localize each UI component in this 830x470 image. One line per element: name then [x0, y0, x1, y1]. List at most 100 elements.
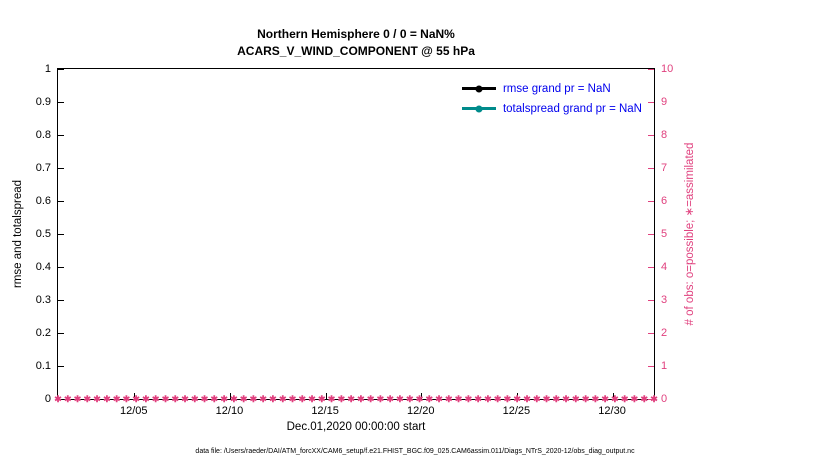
obs-marker: ✱ — [572, 394, 580, 404]
x-tick-label: 12/25 — [502, 405, 531, 417]
obs-marker: ✱ — [181, 394, 189, 404]
y-tick-right — [648, 134, 654, 136]
obs-marker: ✱ — [259, 394, 267, 404]
obs-marker: ✱ — [445, 394, 453, 404]
obs-marker: ✱ — [112, 394, 121, 404]
y-tick-label-left: 0 — [44, 392, 51, 405]
y-tick-left — [58, 233, 64, 235]
obs-marker: ✱ — [376, 394, 385, 404]
x-tick — [229, 393, 231, 399]
obs-marker: ✱ — [650, 394, 658, 404]
y-tick-right — [648, 200, 654, 202]
obs-marker: ✱ — [503, 394, 512, 404]
obs-marker: ✱ — [435, 394, 443, 404]
y-tick-label-left: 0.8 — [35, 128, 51, 141]
obs-marker: ✱ — [415, 394, 424, 404]
y-tick-label-left: 0.6 — [35, 194, 51, 207]
legend-marker-dot — [475, 85, 483, 92]
y-tick-left — [58, 134, 64, 136]
obs-marker: ✱ — [474, 394, 482, 404]
y-tick-right — [648, 299, 654, 301]
y-tick-right — [648, 101, 654, 103]
obs-marker: ✱ — [288, 394, 297, 404]
y-tick-left — [58, 398, 64, 400]
obs-marker: ✱ — [103, 394, 111, 404]
y-tick-label-right: 6 — [661, 194, 668, 207]
y-tick-left — [58, 365, 64, 367]
y-tick-label-right: 10 — [661, 62, 674, 75]
obs-marker: ✱ — [239, 394, 248, 404]
obs-marker: ✱ — [562, 394, 570, 404]
legend-line-swatch — [461, 85, 496, 92]
obs-marker: ✱ — [63, 394, 72, 404]
obs-marker: ✱ — [132, 394, 140, 404]
legend-item: totalspread grand pr = NaN — [461, 101, 642, 116]
obs-marker: ✱ — [230, 394, 238, 404]
obs-marker: ✱ — [83, 394, 92, 404]
y-tick-right — [648, 398, 654, 400]
y-tick-right — [648, 332, 654, 334]
y-tick-label-left: 0.1 — [35, 359, 51, 372]
y-tick-label-right: 2 — [661, 326, 668, 339]
y-tick-label-left: 0.4 — [35, 260, 51, 273]
obs-marker: ✱ — [73, 394, 82, 404]
obs-marker: ✱ — [532, 394, 541, 404]
x-tick — [421, 393, 423, 399]
legend-label: rmse grand pr = NaN — [502, 82, 611, 95]
obs-marker: ✱ — [210, 394, 219, 404]
obs-marker: ✱ — [640, 394, 648, 404]
y-tick-right — [648, 167, 654, 169]
x-tick — [612, 393, 614, 399]
obs-marker: ✱ — [396, 394, 404, 404]
legend-line-swatch — [461, 105, 496, 112]
y-tick-left — [58, 200, 64, 202]
obs-marker: ✱ — [611, 394, 619, 404]
x-tick-label: 12/20 — [406, 405, 435, 417]
obs-marker: ✱ — [337, 394, 346, 404]
obs-marker: ✱ — [122, 394, 131, 404]
obs-marker: ✱ — [220, 394, 228, 404]
x-tick — [325, 393, 327, 399]
y-tick-right — [648, 365, 654, 367]
obs-marker: ✱ — [249, 394, 258, 404]
legend-label: totalspread grand pr = NaN — [502, 102, 642, 115]
obs-marker: ✱ — [542, 394, 551, 404]
y-tick-label-left: 1 — [44, 62, 51, 75]
obs-marker: ✱ — [93, 394, 101, 404]
x-tick — [516, 393, 518, 399]
obs-marker: ✱ — [357, 394, 365, 404]
obs-marker: ✱ — [318, 394, 326, 404]
y-tick-label-right: 0 — [661, 392, 668, 405]
obs-marker: ✱ — [454, 394, 463, 404]
y-tick-left — [58, 266, 64, 268]
x-tick-label: 12/15 — [311, 405, 339, 417]
obs-marker: ✱ — [171, 394, 180, 404]
obs-marker: ✱ — [142, 394, 150, 404]
y-tick-right — [648, 68, 654, 70]
obs-marker: ✱ — [620, 394, 629, 404]
y-tick-left — [58, 167, 64, 169]
legend: rmse grand pr = NaN totalspread grand pr … — [461, 81, 642, 116]
obs-marker: ✱ — [200, 394, 209, 404]
obs-marker: ✱ — [523, 394, 531, 404]
x-axis-label: Dec.01,2020 00:00:00 start — [286, 421, 426, 433]
obs-marker: ✱ — [493, 394, 502, 404]
chart-title-block: Northern Hemisphere 0 / 0 = NaN% ACARS_V… — [57, 26, 655, 60]
obs-marker: ✱ — [327, 394, 336, 404]
y-tick-label-right: 4 — [661, 260, 668, 273]
obs-marker: ✱ — [366, 394, 375, 404]
obs-marker: ✱ — [591, 394, 600, 404]
y-tick-label-left: 0.2 — [35, 326, 51, 339]
obs-marker: ✱ — [191, 394, 199, 404]
obs-marker: ✱ — [484, 394, 492, 404]
plot-area: rmse grand pr = NaN totalspread grand pr … — [54, 68, 658, 404]
x-tick — [134, 393, 136, 399]
obs-marker: ✱ — [513, 394, 521, 404]
y-tick-label-right: 1 — [661, 359, 668, 372]
chart-subtitle: ACARS_V_WIND_COMPONENT @ 55 hPa — [237, 44, 475, 58]
obs-marker: ✱ — [278, 394, 287, 404]
obs-marker: ✱ — [347, 394, 355, 404]
obs-marker: ✱ — [581, 394, 590, 404]
y-tick-left — [58, 101, 64, 103]
